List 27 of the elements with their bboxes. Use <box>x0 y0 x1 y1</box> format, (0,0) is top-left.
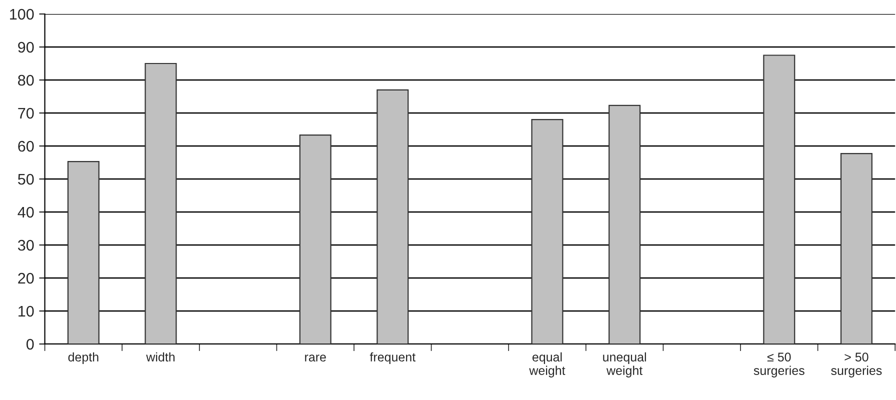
bar <box>531 119 564 344</box>
y-tick-label: 60 <box>18 140 34 152</box>
x-tick-label: > 50 surgeries <box>831 352 882 378</box>
bar <box>840 153 872 344</box>
y-tick-label: 100 <box>10 8 34 20</box>
x-tick-label: unequal weight <box>603 352 646 378</box>
y-tick-label: 10 <box>18 306 34 317</box>
y-tick-label: 20 <box>18 272 34 284</box>
x-tick-label: depth <box>68 352 98 364</box>
y-tick-label: 80 <box>18 74 34 86</box>
bar <box>299 134 332 344</box>
bar <box>608 104 641 344</box>
y-tick-label: 0 <box>26 338 34 350</box>
bar <box>144 62 177 344</box>
x-tick-label: rare <box>305 354 326 362</box>
y-tick-label: 40 <box>18 206 34 218</box>
x-tick-label: frequent <box>370 352 416 364</box>
bar <box>376 89 409 344</box>
x-tick-label: equal weight <box>529 352 566 378</box>
y-tick-label: 50 <box>18 174 34 185</box>
bar <box>763 54 796 344</box>
bar <box>67 160 100 344</box>
y-tick-label: 70 <box>18 108 34 119</box>
x-tick-label: width <box>146 352 175 362</box>
x-tick-label: ≤ 50 surgeries <box>754 352 804 378</box>
y-tick-label: 90 <box>18 42 34 53</box>
y-tick-label: 30 <box>18 240 34 251</box>
